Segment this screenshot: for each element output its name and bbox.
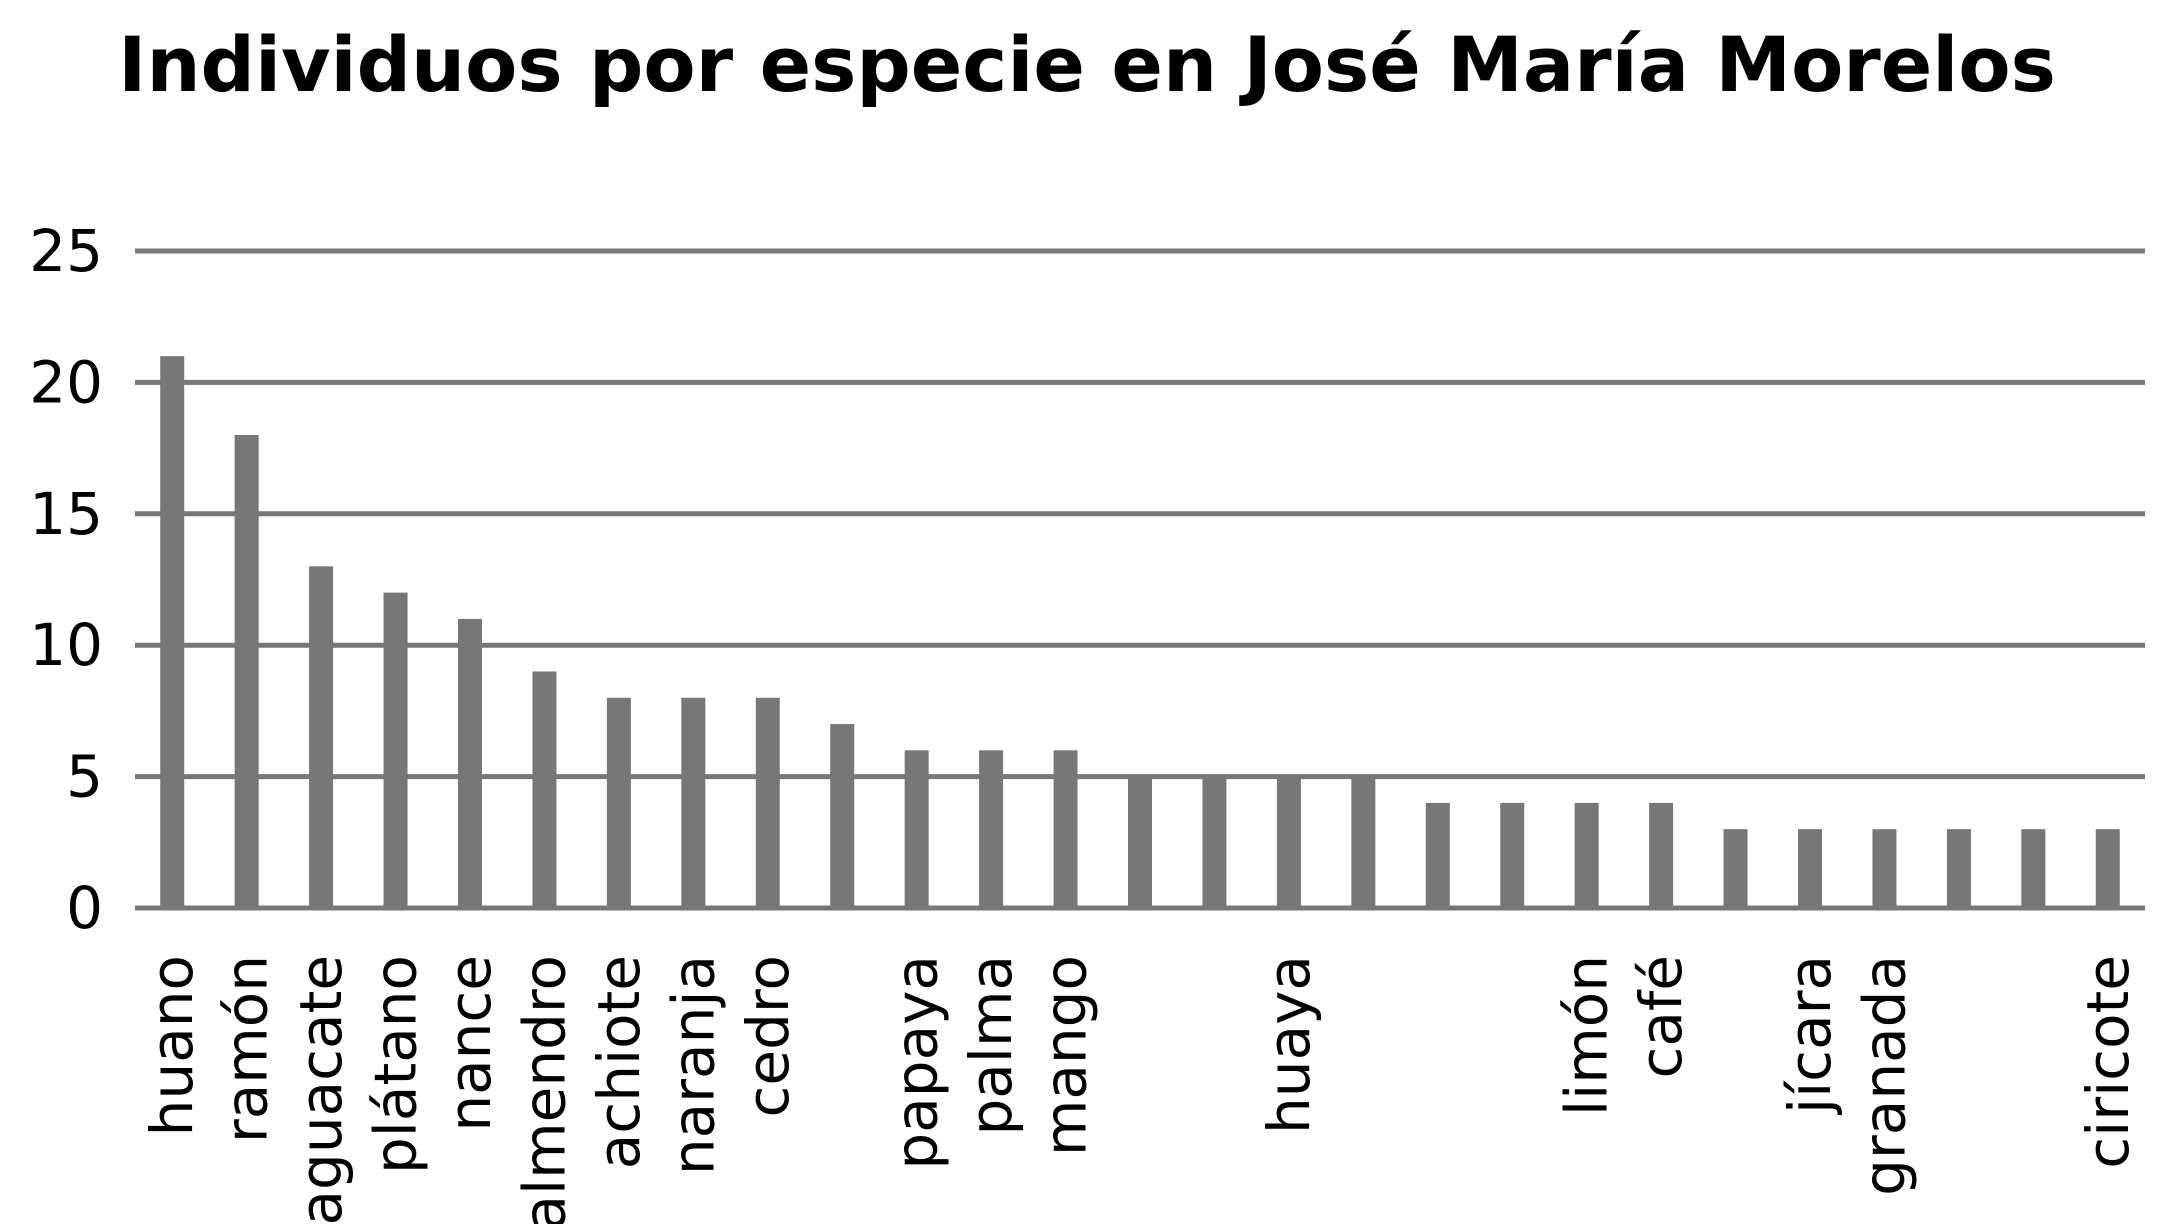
bar-18 <box>1500 802 1525 908</box>
bar-11 <box>979 750 1004 908</box>
x-tick-label: café <box>1627 955 1695 1079</box>
x-tick-label: jícara <box>1776 955 1844 1116</box>
bar-5 <box>532 671 557 908</box>
y-tick-label: 20 <box>29 348 103 416</box>
bar-3 <box>383 592 408 908</box>
bar-25 <box>2021 829 2046 908</box>
bar-15 <box>1276 776 1301 908</box>
x-tick-label: palma <box>957 955 1025 1136</box>
bar-20 <box>1649 802 1674 908</box>
bar-23 <box>1872 829 1897 908</box>
bar-21 <box>1723 829 1748 908</box>
x-tick-label: plátano <box>362 955 430 1174</box>
y-tick-label: 10 <box>29 611 103 679</box>
bar-19 <box>1574 802 1599 908</box>
x-tick-label: limón <box>1553 955 1621 1116</box>
bar-8 <box>755 697 780 908</box>
bar-0 <box>160 356 185 908</box>
bar-12 <box>1053 750 1078 908</box>
bar-24 <box>1946 829 1971 908</box>
bar-13 <box>1128 776 1152 908</box>
bar-14 <box>1202 776 1227 908</box>
y-tick-label: 15 <box>29 480 103 548</box>
x-tick-label: nance <box>436 955 504 1132</box>
x-tick-label: huano <box>138 955 206 1136</box>
bars <box>160 356 2120 908</box>
bar-17 <box>1425 802 1450 908</box>
y-tick-label: 5 <box>66 743 103 811</box>
x-axis-ticks: huano ramón aguacate plátano nance almendro ac… <box>138 955 2142 1224</box>
x-tick-label: almendro <box>510 955 578 1224</box>
y-tick-label: 0 <box>66 874 103 942</box>
bar-6 <box>606 697 631 908</box>
x-tick-label: papaya <box>883 955 951 1170</box>
bar-10 <box>904 750 929 908</box>
bar-22 <box>1798 829 1822 908</box>
bar-7 <box>681 697 706 908</box>
x-tick-label: naranja <box>659 955 727 1175</box>
x-tick-label: huaya <box>1255 955 1323 1134</box>
y-axis-ticks: 0 5 10 15 20 25 <box>29 217 103 942</box>
bar-9 <box>830 724 855 908</box>
x-tick-label: cedro <box>734 955 802 1117</box>
bar-26 <box>2095 829 2120 908</box>
x-tick-label: ciricote <box>2074 955 2142 1169</box>
chart-title: Individuos por especie en José María Mor… <box>118 20 2056 109</box>
bar-4 <box>458 618 482 908</box>
x-tick-label: achiote <box>585 955 653 1169</box>
x-tick-label: ramón <box>213 955 281 1143</box>
x-tick-label: granada <box>1850 955 1918 1196</box>
x-tick-label: aguacate <box>287 955 355 1224</box>
bar-1 <box>234 434 259 908</box>
bar-2 <box>309 566 334 908</box>
bar-16 <box>1351 776 1376 908</box>
y-tick-label: 25 <box>29 217 103 285</box>
x-tick-label: mango <box>1032 955 1100 1156</box>
